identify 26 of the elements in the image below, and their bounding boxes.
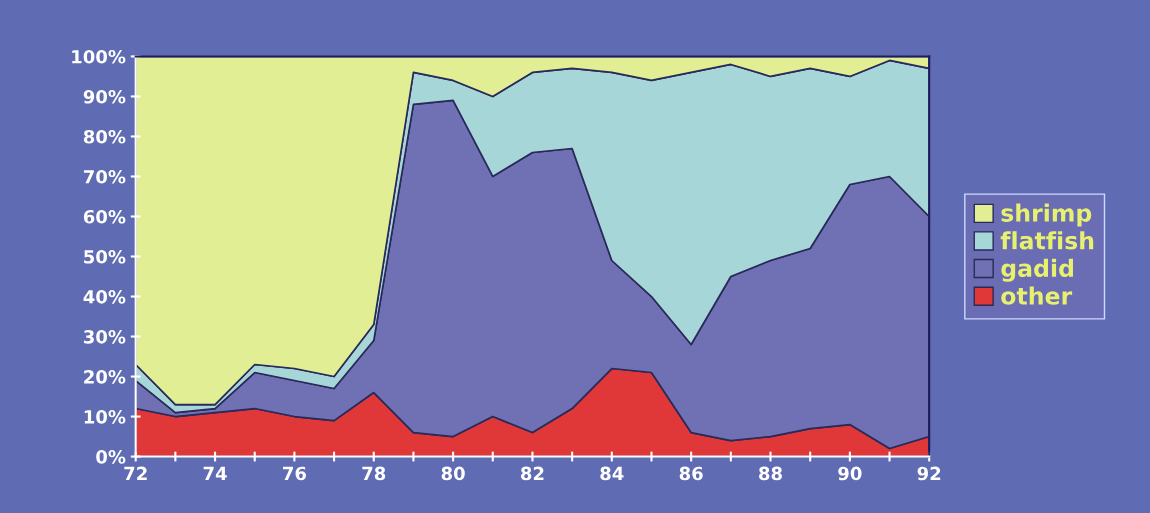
y-tick-label: 90%	[83, 89, 126, 104]
x-tick-label: 72	[124, 466, 147, 481]
x-tick-label: 88	[759, 466, 782, 481]
y-tick-label: 100%	[72, 49, 126, 64]
y-tick-label: 80%	[83, 129, 126, 144]
x-tick-label: 90	[838, 466, 862, 481]
y-tick-label: 50%	[84, 249, 126, 264]
y-tick-label: 70%	[83, 169, 126, 184]
x-tick-label: 82	[520, 466, 544, 481]
x-tick-label: 74	[203, 466, 227, 481]
x-tick-label: 84	[600, 466, 624, 481]
y-tick-label: 20%	[84, 370, 126, 384]
legend-label: shrimp	[1001, 203, 1092, 227]
y-tick-label: 40%	[83, 289, 126, 304]
x-tick-label: 80	[441, 466, 465, 481]
y-tick-label: 10%	[84, 410, 126, 424]
x-tick-label: 92	[917, 466, 941, 481]
y-tick-label: 60%	[83, 209, 126, 224]
legend-label: flatfish	[1000, 231, 1094, 250]
legend-label: other	[1001, 286, 1073, 305]
x-tick-label: 78	[362, 466, 386, 481]
y-tick-label: 0%	[96, 450, 126, 464]
x-tick-label: 76	[283, 466, 306, 481]
legend-label: gadid	[1001, 258, 1073, 282]
x-tick-label: 86	[679, 466, 703, 481]
y-tick-label: 30%	[83, 329, 126, 344]
